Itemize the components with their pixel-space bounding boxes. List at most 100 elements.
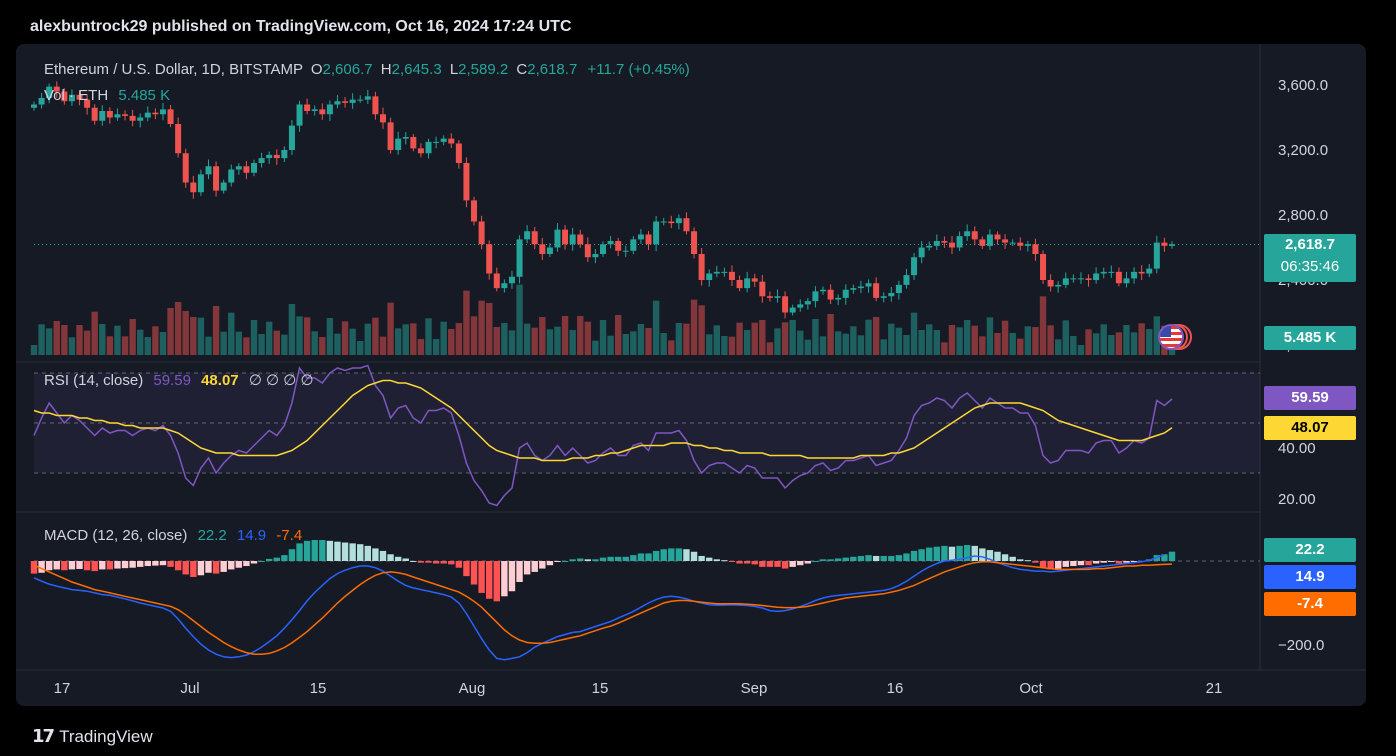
macd-histogram-bar <box>220 561 227 572</box>
macd-title[interactable]: MACD (12, 26, close) <box>44 527 188 544</box>
macd-histogram-bar <box>1062 561 1069 567</box>
vol-label[interactable]: Vol · ETH <box>44 87 109 104</box>
macd-histogram-bar <box>228 561 235 570</box>
macd-histogram-bar <box>243 561 250 567</box>
tradingview-logo-icon[interactable]: 𝟭𝟳 <box>32 726 55 746</box>
candle-body <box>471 200 478 222</box>
volume-bar <box>721 336 728 355</box>
candle-body <box>251 163 258 173</box>
volume-bar <box>1153 316 1161 355</box>
volume-bar <box>1100 324 1107 355</box>
volume-bar <box>61 325 68 355</box>
volume-bar <box>1085 329 1092 355</box>
volume-bar <box>212 306 220 355</box>
candle-body <box>197 174 204 193</box>
candle-body <box>326 104 333 115</box>
volume-bar <box>30 345 38 355</box>
candle-body <box>372 96 379 115</box>
rsi-title[interactable]: RSI (14, close) <box>44 372 144 389</box>
volume-bar <box>834 331 842 355</box>
volume-bar <box>789 320 796 355</box>
macd-histogram-bar <box>690 551 698 561</box>
x-tick: Jul <box>180 680 200 697</box>
candle-body <box>1017 242 1024 246</box>
macd-histogram-bar <box>903 553 910 561</box>
volume-bar <box>45 328 53 355</box>
candles <box>31 81 1175 319</box>
x-tick: 17 <box>53 680 71 697</box>
macd-histogram-bar <box>554 561 561 562</box>
volume-bar <box>751 322 758 355</box>
candle-body <box>440 138 447 142</box>
volume-bar <box>584 321 592 355</box>
candle-body <box>789 307 796 313</box>
volume-bar <box>728 336 736 355</box>
events-icon[interactable] <box>1158 322 1192 352</box>
volume-bar <box>531 327 538 355</box>
candle-body <box>759 281 766 297</box>
rsi-ma-badge: 48.07 <box>1264 416 1356 440</box>
candle-body <box>410 137 417 149</box>
candle-body <box>273 154 280 159</box>
volume-bar <box>971 325 978 355</box>
macd-histogram-bar <box>721 560 728 562</box>
macd-histogram-bar <box>114 561 121 569</box>
candle-body <box>425 141 432 154</box>
volume-bar <box>341 321 349 355</box>
macd-histogram-bar <box>910 550 918 561</box>
candle-body <box>728 271 735 280</box>
macd-histogram-bar <box>781 561 789 569</box>
candle-body <box>1085 278 1092 280</box>
candle-body <box>880 296 887 298</box>
candle-body <box>114 114 121 118</box>
candle-body <box>1002 239 1009 243</box>
macd-histogram-bar <box>258 561 265 562</box>
candle-body <box>91 107 98 121</box>
candle-body <box>751 278 758 282</box>
macd-histogram-bar <box>53 561 60 570</box>
macd-histogram-bar <box>182 561 189 575</box>
macd-histogram-bar <box>121 561 129 569</box>
macd-histogram-bar <box>379 550 387 561</box>
volume-bar <box>1024 326 1032 355</box>
macd-histogram-bar <box>1039 561 1047 568</box>
candle-body <box>1100 271 1107 274</box>
candle-body <box>698 254 705 280</box>
macd-histogram-bar <box>250 561 258 564</box>
candle-body <box>744 278 751 289</box>
macd-histogram-bar <box>167 561 174 567</box>
macd-line-value: 14.9 <box>236 527 267 544</box>
macd-line <box>33 553 1165 661</box>
legend-symbol[interactable]: Ethereum / U.S. Dollar, 1D, BITSTAMP <box>44 61 303 78</box>
rsi-legend: RSI (14, close) 59.59 48.07 ∅ ∅ ∅ ∅ <box>44 371 314 389</box>
macd-histogram-bar <box>334 541 341 561</box>
macd-histogram-bar <box>577 558 584 561</box>
legend-close: 2,618.7 <box>527 61 578 78</box>
macd-histogram-bar <box>394 556 402 561</box>
macd-histogram-bar <box>895 555 903 561</box>
volume-bar <box>743 330 751 355</box>
volume-bar <box>190 317 197 355</box>
macd-histogram-bar <box>83 561 91 571</box>
footer-brand[interactable]: TradingView <box>59 726 153 746</box>
chart-panel[interactable] <box>16 44 1366 706</box>
volume-bar <box>895 327 903 355</box>
candle-body <box>986 234 993 246</box>
volume-bar <box>159 332 167 355</box>
macd-histogram-bar <box>152 561 159 566</box>
candle-body <box>46 86 53 98</box>
macd-histogram-bar <box>1017 559 1024 561</box>
candle-body <box>493 273 500 289</box>
volume-bar <box>645 328 652 355</box>
macd-histogram-bar <box>872 555 880 561</box>
volume-bar <box>273 330 280 355</box>
volume-bar <box>76 325 83 355</box>
macd-histogram-bar <box>402 558 409 561</box>
candle-body <box>334 101 341 105</box>
volume-bar <box>523 323 531 355</box>
macd-histogram-bar <box>819 559 827 561</box>
legend-change: +11.7 (+0.45%) <box>587 61 690 78</box>
volume-bar <box>979 336 986 355</box>
macd-signal-line <box>33 561 1173 655</box>
